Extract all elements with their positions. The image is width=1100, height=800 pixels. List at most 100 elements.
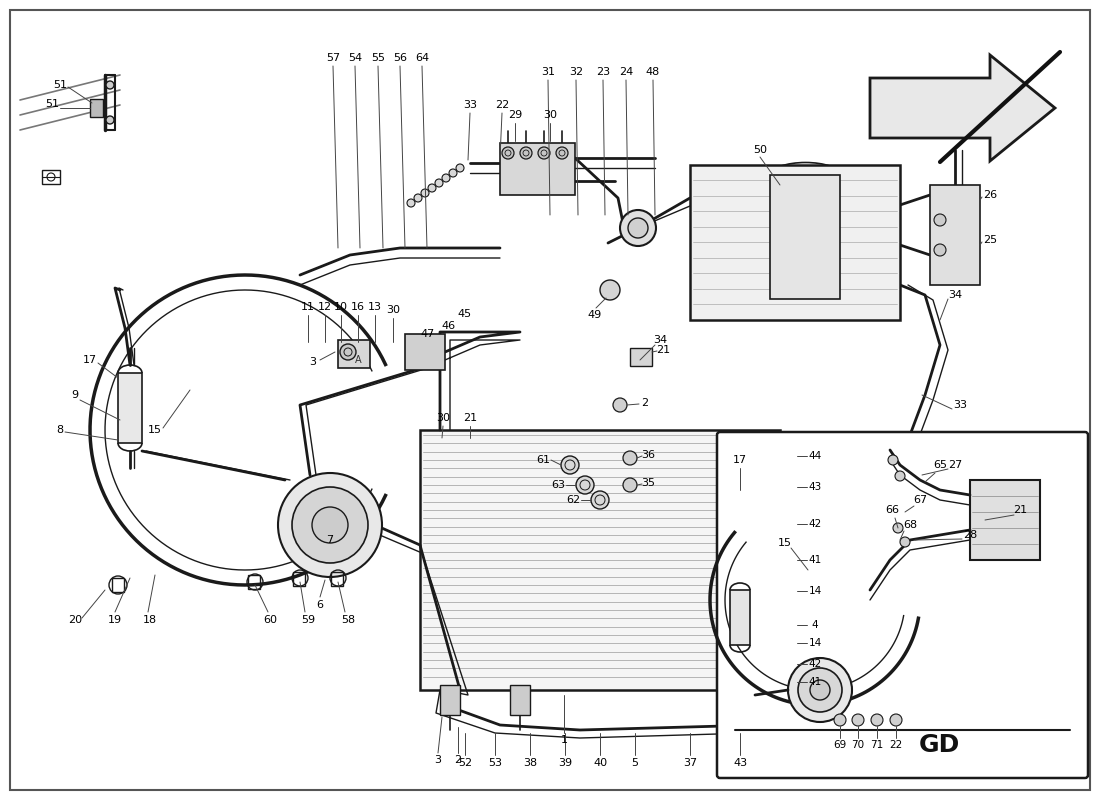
Bar (510, 685, 530, 715)
Text: 22: 22 (495, 100, 509, 110)
Text: 4: 4 (812, 620, 818, 630)
Text: 10: 10 (334, 302, 348, 312)
Circle shape (834, 714, 846, 726)
Text: 1: 1 (561, 735, 568, 745)
Circle shape (407, 199, 415, 207)
Circle shape (456, 164, 464, 172)
Text: 29: 29 (508, 110, 522, 120)
Circle shape (414, 194, 422, 202)
Text: 23: 23 (596, 67, 611, 77)
Text: 66: 66 (886, 505, 899, 515)
Text: 53: 53 (488, 758, 502, 768)
Circle shape (934, 244, 946, 256)
Text: 30: 30 (436, 413, 450, 423)
Bar (293, 572, 305, 586)
Circle shape (278, 473, 382, 577)
Circle shape (556, 147, 568, 159)
Bar (690, 165, 900, 320)
Text: 24: 24 (619, 67, 634, 77)
Circle shape (786, 638, 798, 648)
Text: 21: 21 (463, 413, 477, 423)
Text: 3: 3 (434, 755, 441, 765)
Text: 47: 47 (421, 329, 436, 339)
Circle shape (623, 478, 637, 492)
Text: 64: 64 (415, 53, 429, 63)
Circle shape (786, 451, 798, 461)
Bar (440, 685, 460, 715)
Text: 67: 67 (913, 495, 927, 505)
Text: 34: 34 (653, 335, 667, 345)
Circle shape (888, 455, 898, 465)
Text: 55: 55 (371, 53, 385, 63)
Text: 45: 45 (458, 309, 472, 319)
Bar (405, 334, 446, 370)
Polygon shape (870, 55, 1055, 161)
Bar (248, 575, 260, 589)
Polygon shape (420, 430, 780, 690)
Text: GD: GD (918, 733, 959, 757)
Circle shape (895, 471, 905, 481)
Text: 30: 30 (543, 110, 557, 120)
Text: 54: 54 (348, 53, 362, 63)
Text: 39: 39 (558, 758, 572, 768)
Circle shape (591, 491, 609, 509)
Circle shape (798, 668, 842, 712)
Text: 49: 49 (587, 310, 602, 320)
Text: 52: 52 (458, 758, 472, 768)
Circle shape (449, 169, 456, 177)
Text: 31: 31 (541, 67, 556, 77)
Circle shape (434, 179, 443, 187)
Circle shape (786, 620, 798, 630)
Text: 12: 12 (318, 302, 332, 312)
Text: 13: 13 (368, 302, 382, 312)
Circle shape (786, 555, 798, 565)
Bar (970, 480, 1040, 560)
Text: 69: 69 (834, 740, 847, 750)
Bar (331, 572, 343, 586)
Circle shape (502, 147, 514, 159)
Text: 71: 71 (870, 740, 883, 750)
Text: 60: 60 (263, 615, 277, 625)
Text: 50: 50 (754, 145, 767, 155)
Circle shape (520, 147, 532, 159)
Text: 42: 42 (808, 659, 822, 669)
Text: 2: 2 (454, 755, 462, 765)
Text: 26: 26 (983, 190, 997, 200)
Text: 7: 7 (327, 535, 333, 545)
Text: 35: 35 (641, 478, 654, 488)
Text: 42: 42 (808, 518, 822, 529)
Text: 30: 30 (386, 305, 400, 315)
Circle shape (890, 714, 902, 726)
Text: 56: 56 (393, 53, 407, 63)
Circle shape (893, 523, 903, 533)
Text: 3: 3 (309, 357, 317, 367)
Circle shape (340, 344, 356, 360)
Text: 36: 36 (641, 450, 654, 460)
Text: 19: 19 (108, 615, 122, 625)
Text: 21: 21 (656, 345, 670, 355)
Circle shape (428, 184, 436, 192)
Circle shape (934, 214, 946, 226)
Bar (730, 590, 750, 645)
Text: 2: 2 (641, 398, 649, 408)
Text: 41: 41 (808, 677, 822, 687)
Text: 48: 48 (646, 67, 660, 77)
Circle shape (600, 280, 620, 300)
Text: 21: 21 (1013, 505, 1027, 515)
Text: 62: 62 (565, 495, 580, 505)
Circle shape (576, 476, 594, 494)
Text: 37: 37 (683, 758, 697, 768)
Circle shape (810, 680, 830, 700)
Text: 17: 17 (82, 355, 97, 365)
Text: 34: 34 (948, 290, 962, 300)
Text: 14: 14 (808, 586, 822, 596)
Text: 43: 43 (733, 758, 747, 768)
Text: 27: 27 (948, 460, 962, 470)
Text: 63: 63 (551, 480, 565, 490)
Text: 11: 11 (301, 302, 315, 312)
Text: 51: 51 (45, 99, 59, 109)
Text: A: A (354, 355, 361, 365)
Circle shape (852, 714, 864, 726)
Bar (500, 143, 575, 195)
Text: 70: 70 (851, 740, 865, 750)
